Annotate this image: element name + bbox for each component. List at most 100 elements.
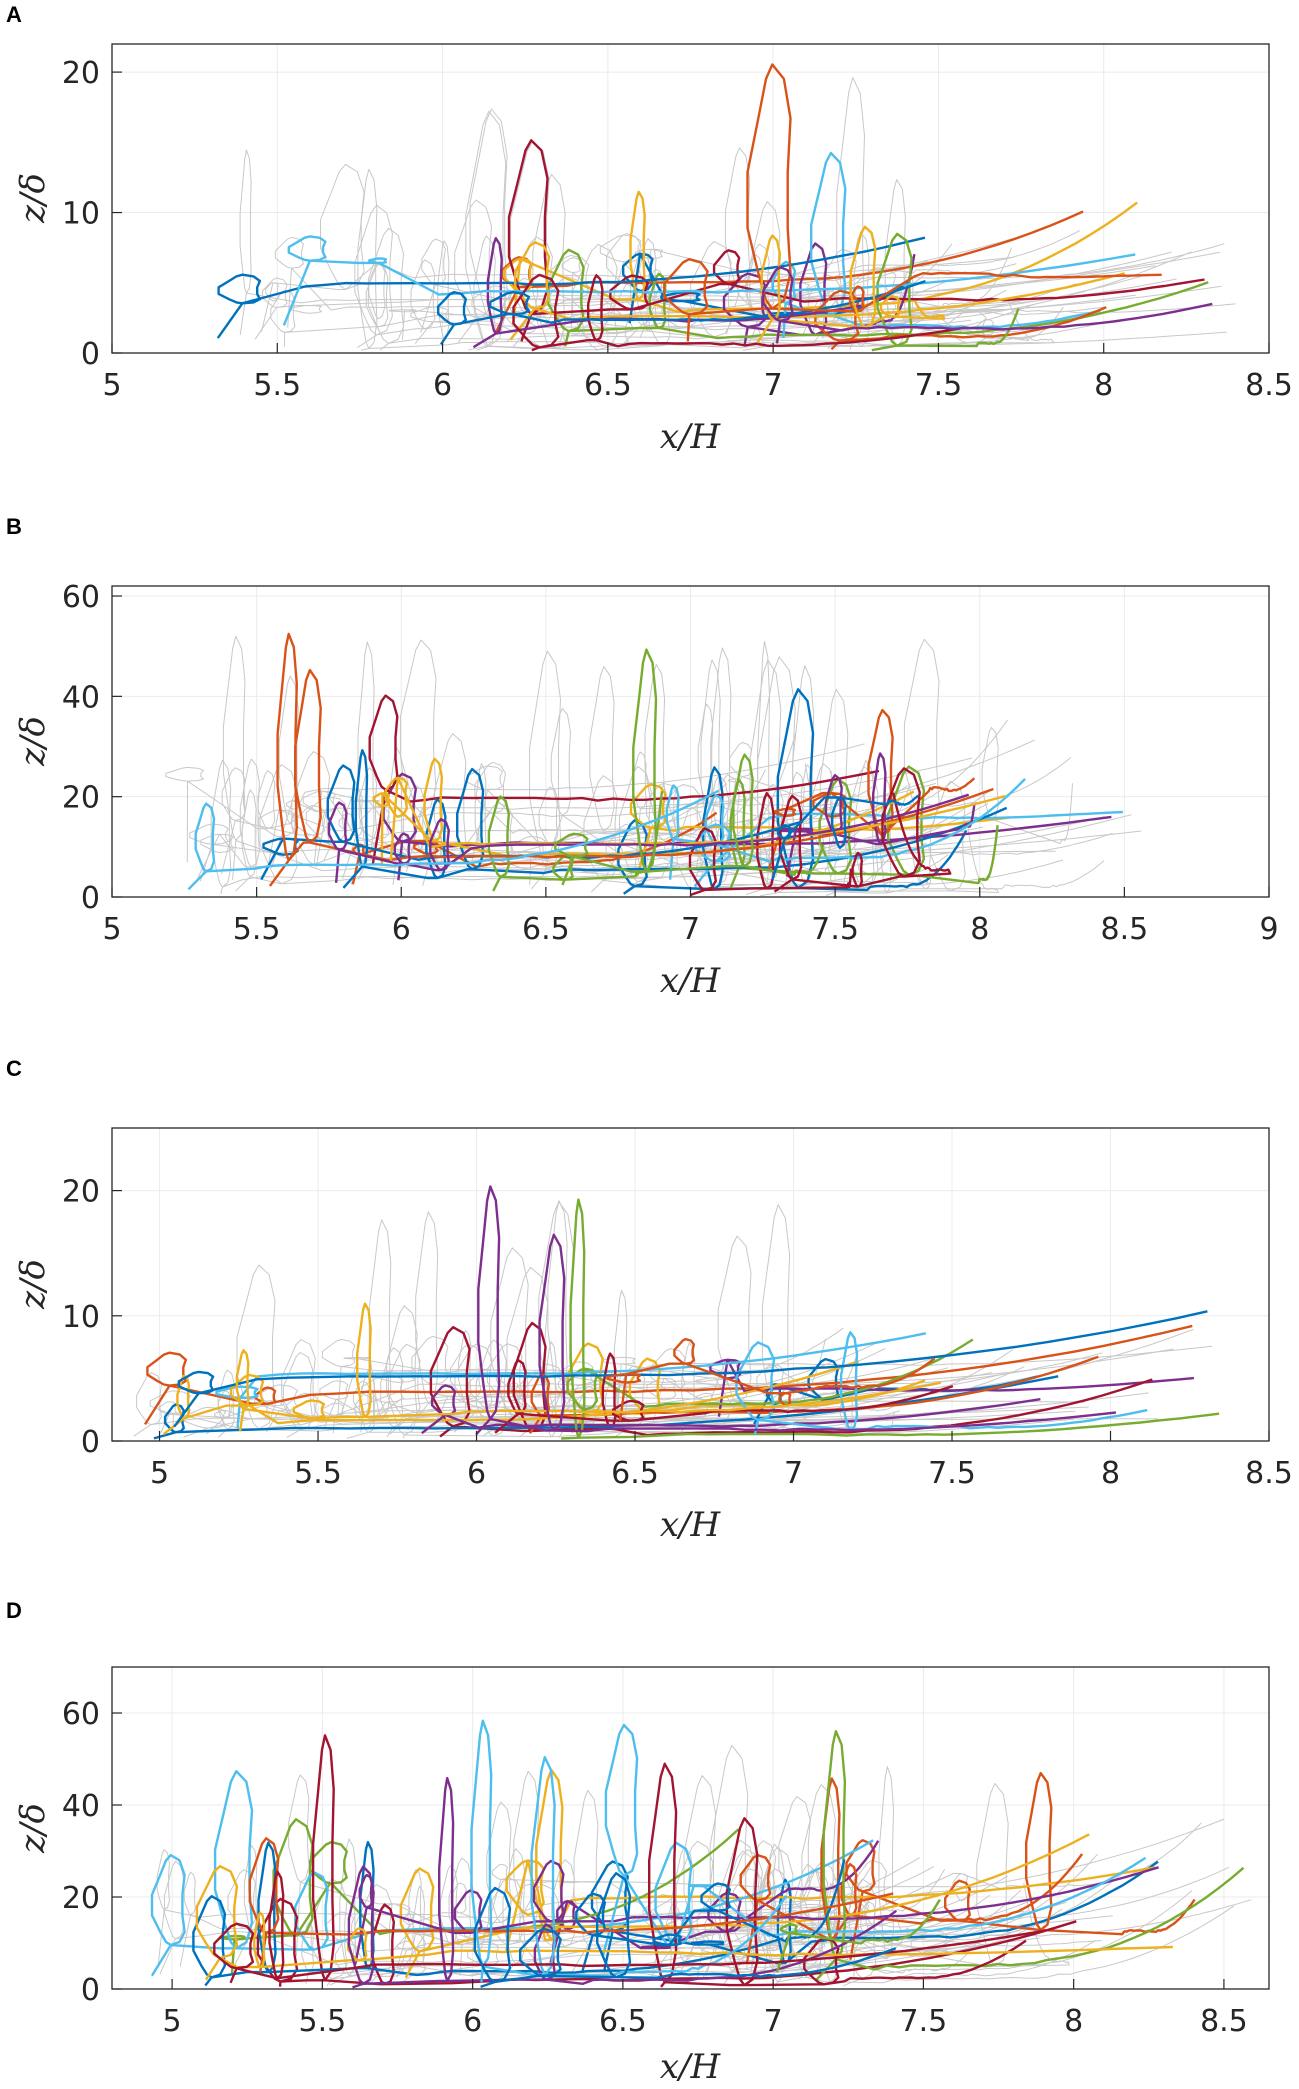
panel-c-axes-box bbox=[111, 1127, 1270, 1442]
panel-c-background-trajectory bbox=[282, 1352, 1076, 1439]
panel-c-x-tick-label: 6.5 bbox=[611, 1456, 659, 1491]
panel-b-x-tick-label: 5 bbox=[102, 912, 121, 947]
panel-b-background-trajectory bbox=[853, 832, 1113, 891]
panel-d-background-trajectory bbox=[709, 1744, 1063, 1984]
panel-d-y-ticks: 0 20 40 60 bbox=[62, 1697, 122, 2008]
panel-b-highlighted-trajectory bbox=[554, 648, 825, 886]
panel-d-y-tick-label: 0 bbox=[81, 1973, 100, 2008]
panel-d-background-trajectory bbox=[396, 1801, 1225, 1970]
panel-c-y-tick-label: 0 bbox=[81, 1425, 100, 1460]
panel-b-highlighted-trajectory bbox=[260, 764, 804, 881]
panel-b-x-tick-label: 6 bbox=[392, 912, 411, 947]
panel-d-highlighted-trajectories bbox=[150, 1719, 1245, 1989]
panel-d-x-tick-label: 8 bbox=[1064, 2004, 1083, 2039]
panel-d-x-tick-label: 7.5 bbox=[900, 2004, 948, 2039]
panel-c-highlighted-trajectory bbox=[215, 1332, 927, 1429]
panel-d: D 5 5.5 6 6.5 7 7.5 8 8.5 0 20 40 60 x/H z/δ bbox=[6, 1598, 1270, 2087]
panel-c-y-ticks: 0 10 20 bbox=[62, 1175, 122, 1460]
panel-a-background-trajectory bbox=[836, 77, 1083, 350]
panel-b-x-tick-label: 7 bbox=[681, 912, 700, 947]
panel-d-background-trajectory bbox=[329, 1838, 871, 1986]
panel-b-y-tick-label: 0 bbox=[81, 881, 100, 916]
panel-b: B 5 5.5 6 6.5 7 7.5 8 8.5 9 0 20 40 60 x/H z/δ bbox=[6, 514, 1279, 1001]
panel-b-y-tick-label: 60 bbox=[62, 580, 100, 615]
panel-b-x-ticks: 5 5.5 6 6.5 7 7.5 8 8.5 9 bbox=[102, 887, 1279, 947]
panel-c-y-tick-label: 20 bbox=[62, 1175, 100, 1210]
panel-c-y-tick-label: 10 bbox=[62, 1300, 100, 1335]
panel-d-x-tick-label: 5 bbox=[163, 2004, 182, 2039]
panel-c-highlighted-trajectory bbox=[753, 1357, 1038, 1425]
panel-a-highlighted-trajectories bbox=[216, 63, 1213, 352]
panel-c-background-trajectory bbox=[206, 1390, 1085, 1435]
panel-a-background-trajectory bbox=[270, 260, 929, 347]
panel-b-highlighted-trajectories bbox=[187, 632, 1123, 897]
panel-a-highlighted-trajectory bbox=[216, 236, 926, 339]
panel-d-highlighted-trajectory bbox=[775, 1898, 941, 1973]
panel-d-background-trajectory bbox=[843, 1878, 1097, 1987]
panel-b-x-tick-label: 7.5 bbox=[811, 912, 859, 947]
panel-c-highlighted-trajectory bbox=[475, 1185, 1117, 1436]
panel-b-y-ticks: 0 20 40 60 bbox=[62, 580, 122, 916]
panel-b-x-tick-label: 5.5 bbox=[233, 912, 281, 947]
panel-b-y-tick-label: 40 bbox=[62, 680, 100, 715]
panel-c-highlighted-trajectory bbox=[561, 1198, 1220, 1440]
panel-a-highlighted-trajectory bbox=[762, 265, 1213, 344]
panel-c-x-axis-label: x/H bbox=[660, 1505, 722, 1545]
panel-d-highlighted-trajectory bbox=[815, 1730, 1245, 1981]
panel-a-y-tick-label: 10 bbox=[62, 197, 100, 232]
panel-b-background-trajectory bbox=[257, 798, 753, 871]
panel-c-background-trajectory bbox=[322, 1335, 1174, 1434]
panel-d-background-trajectory bbox=[769, 1863, 1235, 1988]
panel-c-highlighted-trajectory bbox=[162, 1360, 860, 1436]
panel-b-y-axis-label: z/δ bbox=[13, 716, 53, 767]
panel-b-x-tick-label: 6.5 bbox=[522, 912, 570, 947]
panel-c-x-tick-label: 7 bbox=[784, 1456, 803, 1491]
panel-d-x-tick-label: 8.5 bbox=[1200, 2004, 1248, 2039]
panel-b-background-trajectory bbox=[724, 719, 1008, 863]
panel-d-x-tick-label: 7 bbox=[764, 2004, 783, 2039]
panel-d-x-tick-label: 6.5 bbox=[599, 2004, 647, 2039]
panel-d-highlighted-trajectory bbox=[473, 1872, 897, 1989]
panel-d-highlighted-trajectory bbox=[399, 1833, 1090, 1979]
panel-d-highlighted-trajectory bbox=[845, 1771, 1196, 1960]
panel-a-x-ticks: 5 5.5 6 6.5 7 7.5 8 8.5 bbox=[102, 343, 1293, 403]
panel-b-highlighted-trajectory bbox=[729, 765, 999, 889]
panel-c-highlighted-trajectory bbox=[421, 1384, 1041, 1435]
panel-c-x-tick-label: 5 bbox=[150, 1456, 169, 1491]
panel-d-highlighted-trajectory bbox=[648, 1762, 1027, 1988]
panel-a-highlighted-trajectory bbox=[437, 279, 926, 346]
panel-a-axes-box bbox=[111, 43, 1270, 354]
panel-a-x-tick-label: 5.5 bbox=[253, 368, 301, 403]
panel-d-x-ticks: 5 5.5 6 6.5 7 7.5 8 8.5 bbox=[163, 1979, 1248, 2039]
panel-d-background-trajectory bbox=[719, 1839, 1230, 1981]
panel-c-x-tick-label: 5.5 bbox=[294, 1456, 342, 1491]
panel-a-highlighted-trajectory bbox=[282, 235, 1136, 326]
panel-b-highlighted-trajectory bbox=[372, 757, 915, 866]
panel-d-background-trajectory bbox=[683, 1775, 1061, 1978]
panel-a-y-axis-label: z/δ bbox=[13, 173, 53, 224]
panel-c-y-axis-label: z/δ bbox=[13, 1259, 53, 1310]
panel-a-y-tick-label: 20 bbox=[62, 56, 100, 91]
panel-b-highlighted-trajectory bbox=[771, 794, 920, 880]
panel-b-background-trajectory bbox=[757, 656, 999, 897]
panel-d-x-tick-label: 6 bbox=[463, 2004, 482, 2039]
panel-a-x-axis-label: x/H bbox=[660, 417, 722, 457]
panel-a-highlighted-trajectory bbox=[509, 241, 1125, 341]
panel-a-background-trajectory bbox=[622, 249, 1077, 345]
panel-c-highlighted-trajectory bbox=[566, 1338, 974, 1420]
panel-c-x-tick-label: 6 bbox=[467, 1456, 486, 1491]
panel-b-background-trajectory bbox=[745, 641, 929, 895]
panel-a-highlighted-trajectory bbox=[871, 232, 1020, 352]
panel-c-x-tick-label: 7.5 bbox=[928, 1456, 976, 1491]
panel-d-highlighted-trajectory bbox=[150, 1770, 874, 1977]
panel-b-y-tick-label: 20 bbox=[62, 781, 100, 816]
panel-a: A 5 5.5 6 6.5 7 7.5 8 8.5 0 10 20 x/H z/δ bbox=[6, 2, 1293, 457]
panel-c-highlighted-trajectory bbox=[235, 1302, 942, 1432]
panel-d-highlighted-trajectory bbox=[602, 1723, 1147, 1956]
panel-d-highlighted-trajectory bbox=[575, 1859, 846, 1974]
panel-c-background-trajectory bbox=[183, 1406, 1159, 1438]
panel-c-highlighted-trajectory bbox=[709, 1358, 1195, 1417]
panel-b-background-trajectory bbox=[660, 784, 892, 879]
panel-a-highlighted-trajectory bbox=[512, 273, 966, 352]
panel-d-highlighted-trajectory bbox=[195, 1865, 1173, 1981]
